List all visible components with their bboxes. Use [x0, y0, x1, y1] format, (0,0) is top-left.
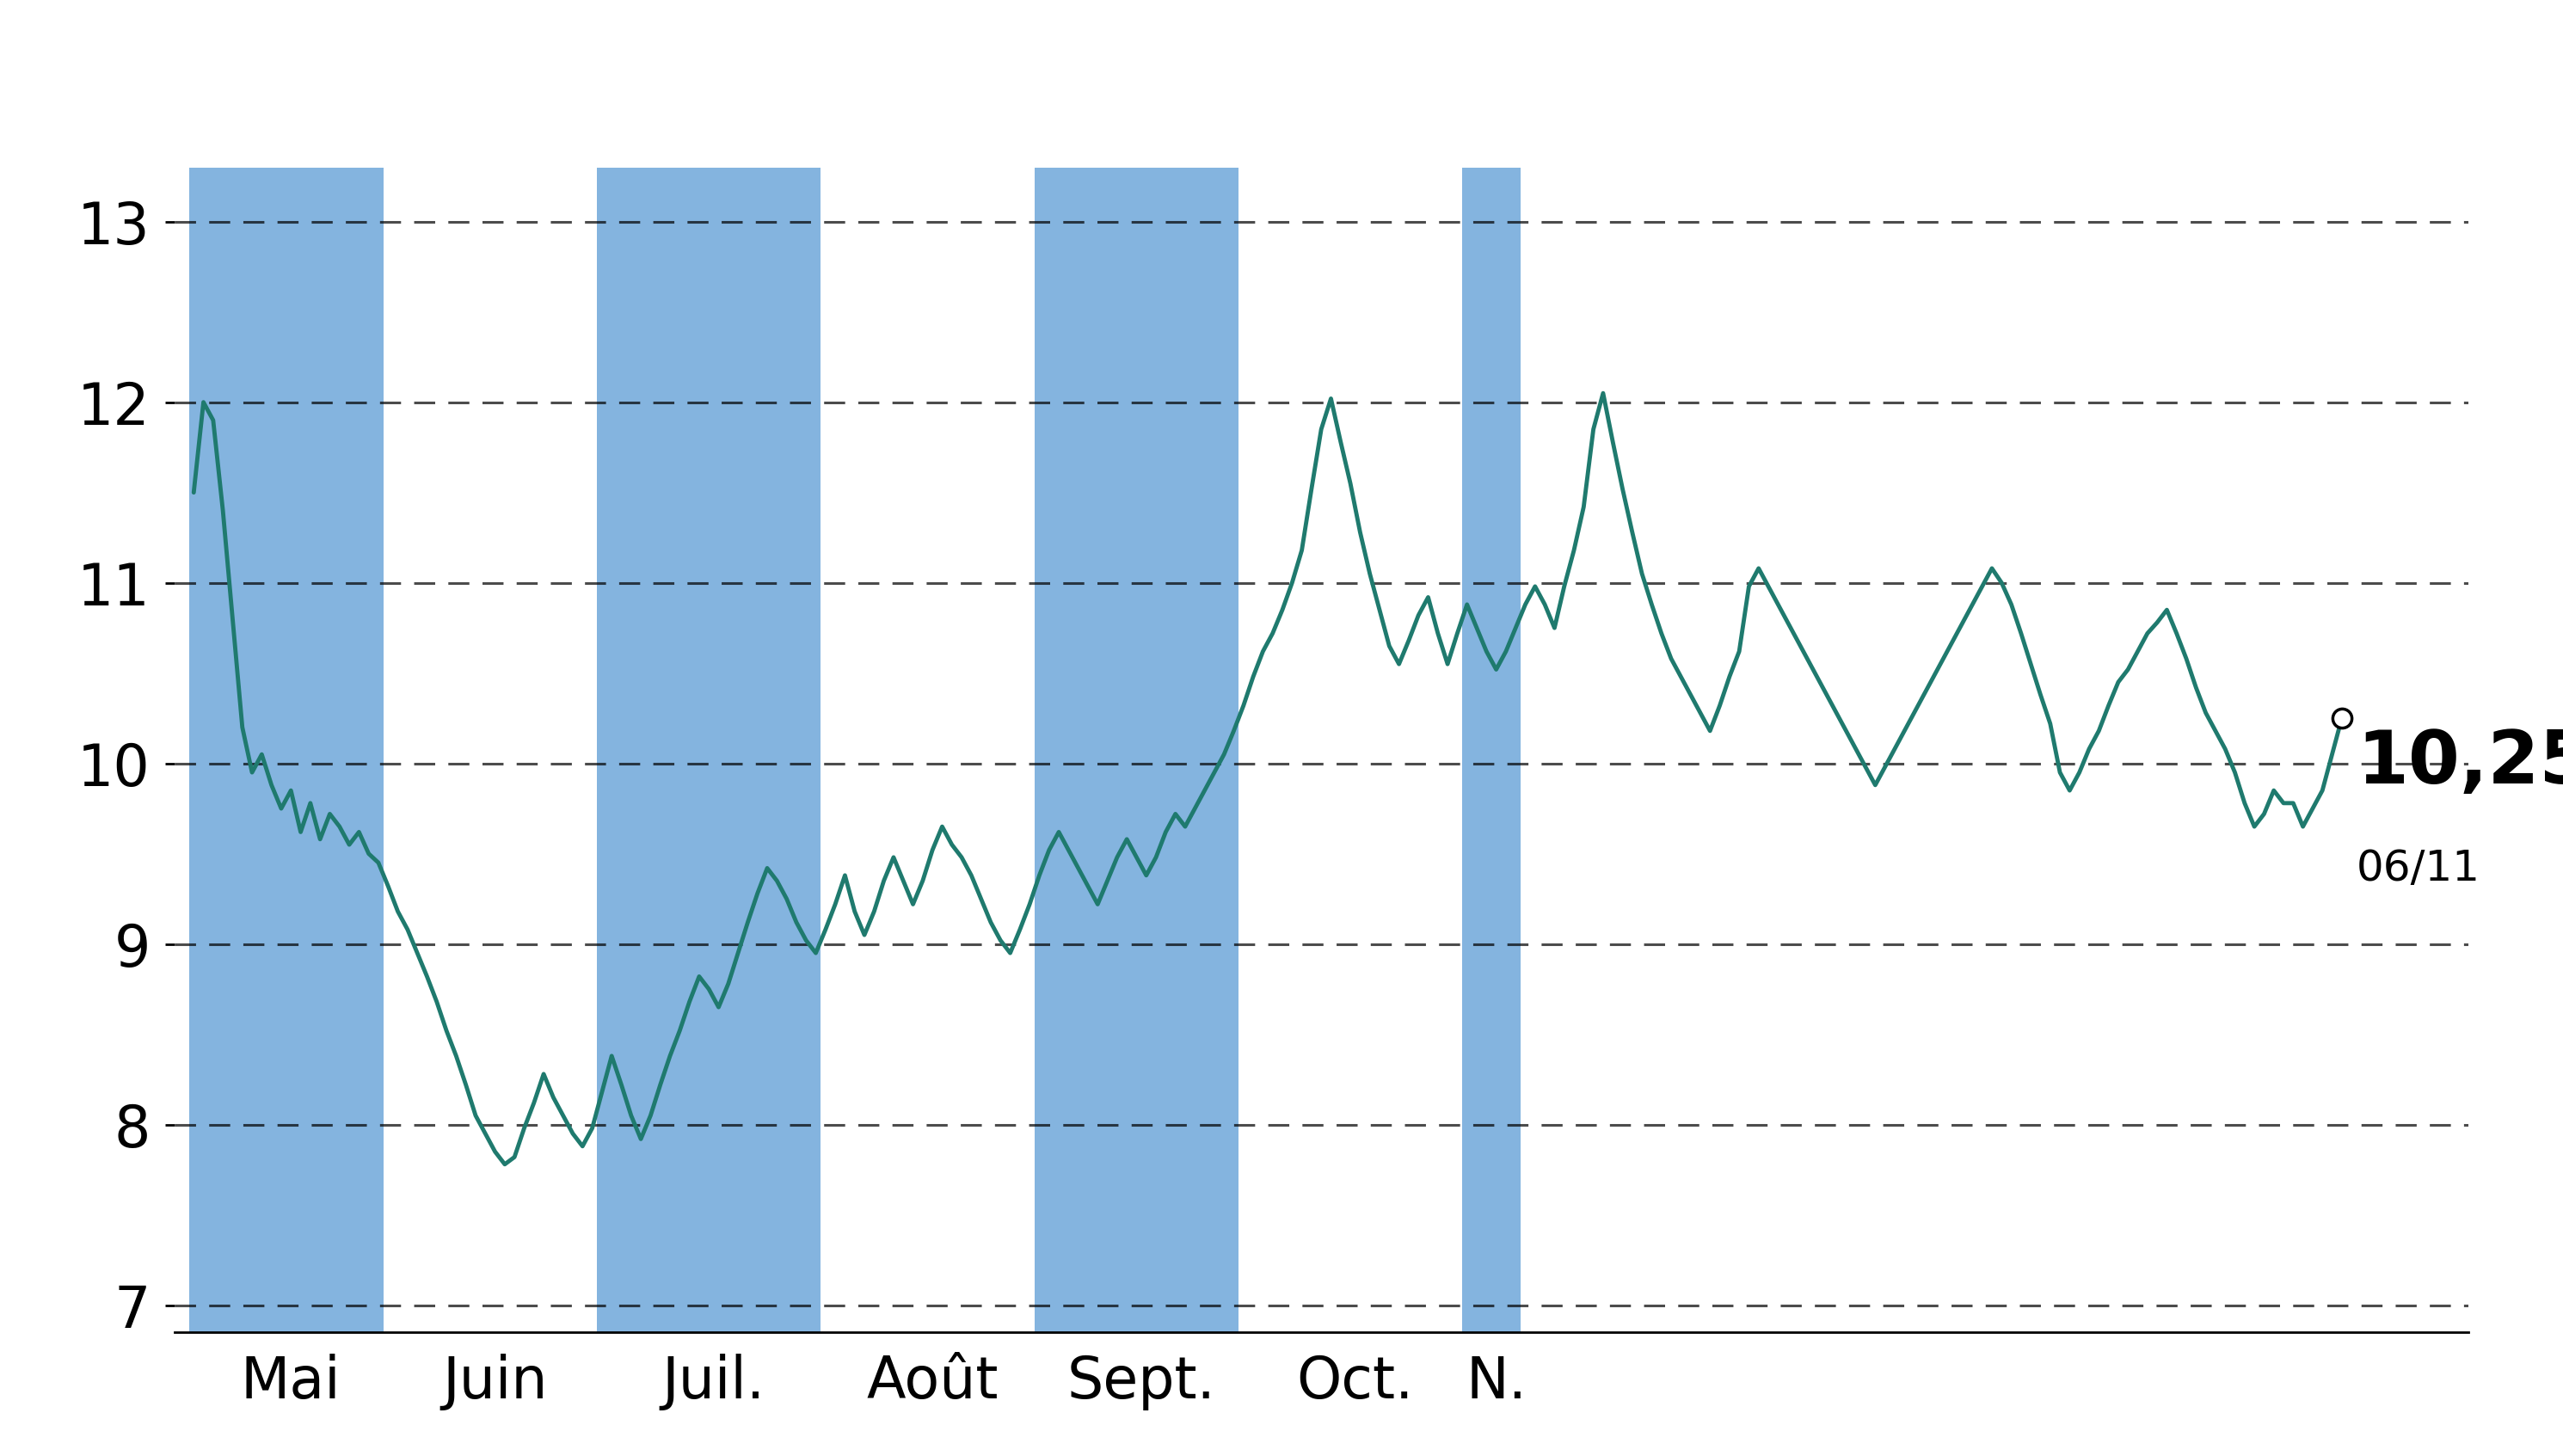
Bar: [1461, 167, 1520, 1332]
Text: 10,25: 10,25: [2355, 727, 2563, 799]
Bar: [1035, 167, 1238, 1332]
Bar: [190, 167, 384, 1332]
Text: 06/11: 06/11: [2355, 849, 2481, 890]
Text: Issuer Direct Corporation: Issuer Direct Corporation: [600, 35, 1963, 128]
Bar: [597, 167, 820, 1332]
